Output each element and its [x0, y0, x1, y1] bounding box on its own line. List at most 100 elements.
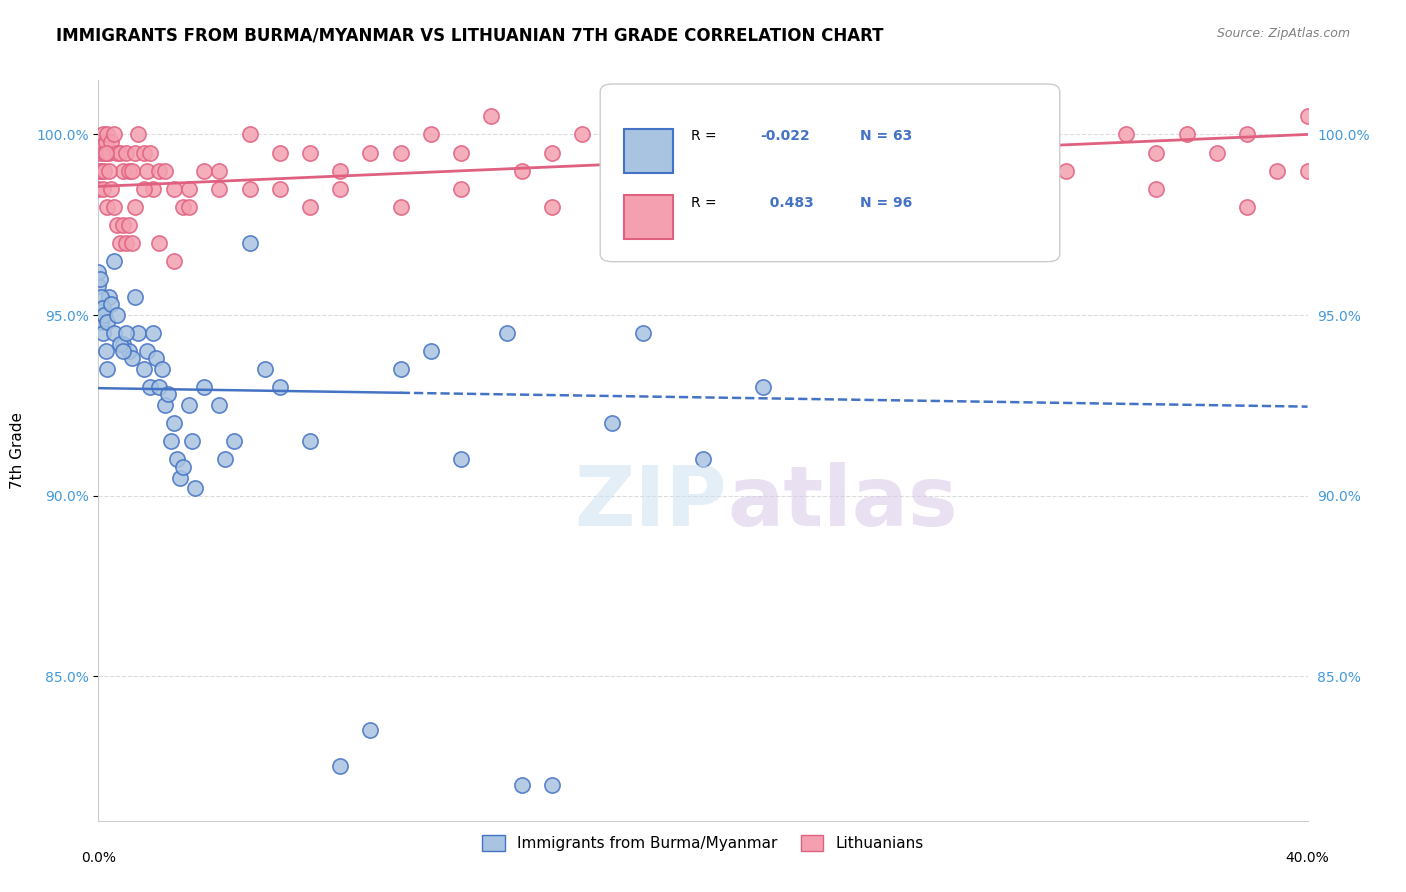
Point: [96, 128, 118, 142]
Point: [87, 279, 110, 293]
Bar: [624, 128, 673, 173]
Point: [540, 200, 562, 214]
Point: [481, 109, 503, 123]
Point: [89, 145, 111, 160]
Text: N = 96: N = 96: [860, 196, 912, 210]
Point: [132, 362, 155, 376]
Point: [111, 337, 134, 351]
Point: [94, 344, 117, 359]
Point: [118, 344, 141, 359]
Point: [723, 128, 745, 142]
Point: [1206, 145, 1229, 160]
Point: [105, 145, 128, 160]
Point: [91, 128, 114, 142]
Point: [163, 253, 186, 268]
Point: [208, 398, 231, 412]
Point: [93, 308, 115, 322]
Point: [100, 135, 122, 149]
Point: [121, 235, 143, 250]
Point: [1054, 163, 1077, 178]
Point: [135, 344, 157, 359]
Point: [389, 362, 412, 376]
Point: [98, 145, 121, 160]
Point: [540, 145, 562, 160]
Point: [111, 218, 134, 232]
Point: [90, 135, 112, 149]
Point: [602, 181, 624, 195]
Point: [602, 417, 624, 431]
Point: [1115, 128, 1137, 142]
Point: [193, 380, 215, 394]
Point: [389, 200, 412, 214]
Point: [631, 128, 654, 142]
Point: [179, 200, 201, 214]
Point: [90, 290, 112, 304]
Point: [994, 128, 1017, 142]
Point: [540, 778, 562, 792]
Point: [108, 337, 131, 351]
Point: [124, 145, 146, 160]
Point: [224, 434, 246, 449]
Point: [169, 470, 191, 484]
Text: 0.483: 0.483: [759, 196, 814, 210]
Point: [89, 301, 111, 315]
Legend: Immigrants from Burma/Myanmar, Lithuanians: Immigrants from Burma/Myanmar, Lithuania…: [477, 830, 929, 857]
Point: [450, 145, 472, 160]
Point: [179, 181, 201, 195]
Point: [142, 181, 165, 195]
Point: [114, 145, 136, 160]
Point: [299, 434, 322, 449]
Text: 0.0%: 0.0%: [82, 851, 115, 865]
Point: [269, 145, 291, 160]
Point: [360, 145, 382, 160]
Point: [103, 253, 125, 268]
Point: [114, 326, 136, 340]
Point: [172, 200, 194, 214]
Point: [114, 235, 136, 250]
Point: [1146, 145, 1168, 160]
Point: [124, 290, 146, 304]
Point: [91, 301, 114, 315]
Point: [1236, 200, 1258, 214]
Bar: [624, 195, 673, 239]
Point: [100, 181, 122, 195]
Point: [103, 200, 125, 214]
Point: [153, 398, 176, 412]
Point: [783, 145, 806, 160]
Point: [692, 235, 714, 250]
Point: [1236, 128, 1258, 142]
Text: 40.0%: 40.0%: [1285, 851, 1330, 865]
Text: ZIP: ZIP: [575, 462, 727, 543]
Point: [269, 380, 291, 394]
Point: [127, 128, 149, 142]
Point: [329, 759, 352, 773]
Point: [103, 128, 125, 142]
Point: [420, 128, 443, 142]
Text: IMMIGRANTS FROM BURMA/MYANMAR VS LITHUANIAN 7TH GRADE CORRELATION CHART: IMMIGRANTS FROM BURMA/MYANMAR VS LITHUAN…: [56, 27, 884, 45]
Point: [208, 181, 231, 195]
Point: [571, 128, 593, 142]
Point: [253, 362, 276, 376]
Point: [1146, 181, 1168, 195]
Point: [135, 163, 157, 178]
Point: [844, 181, 866, 195]
Point: [91, 326, 114, 340]
Point: [631, 326, 654, 340]
Point: [94, 135, 117, 149]
Point: [89, 272, 111, 286]
Point: [105, 308, 128, 322]
Point: [934, 200, 956, 214]
Point: [166, 452, 188, 467]
Point: [111, 163, 134, 178]
Point: [994, 235, 1017, 250]
Point: [163, 181, 186, 195]
Point: [93, 145, 115, 160]
Text: -0.022: -0.022: [759, 129, 810, 144]
Point: [105, 218, 128, 232]
Point: [139, 145, 162, 160]
Point: [118, 218, 141, 232]
Point: [153, 163, 176, 178]
Point: [132, 181, 155, 195]
Text: R =: R =: [690, 196, 721, 210]
Point: [208, 163, 231, 178]
